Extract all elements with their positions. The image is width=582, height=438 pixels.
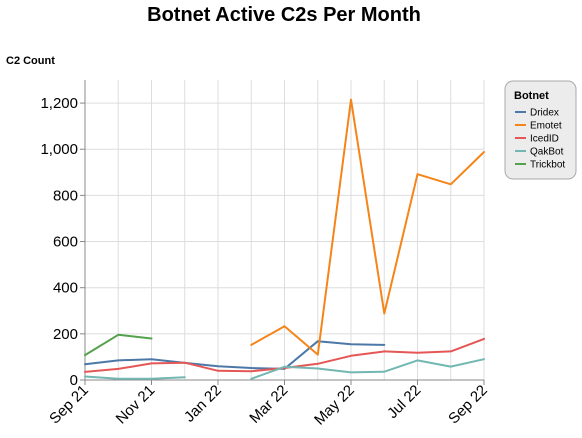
series-line-trickbot [84, 333, 153, 357]
series-lines [84, 98, 485, 380]
grid [84, 80, 485, 381]
y-tick-label: 0 [70, 372, 78, 389]
x-tick-label: May 22 [311, 382, 358, 429]
y-ticks: 0 200 400 600 800 1,000 1,200 [40, 95, 85, 389]
legend-items: Dridex Emotet IcedID QakBot Trickbot [515, 108, 565, 171]
y-tick-label: 800 [53, 187, 78, 204]
x-tick-label: Nov 21 [113, 382, 159, 428]
chart-title: Botnet Active C2s Per Month [147, 4, 421, 26]
series-line-dridex [84, 340, 386, 370]
legend-title: Botnet [514, 90, 549, 102]
y-tick-label: 600 [53, 234, 78, 251]
legend-label-icedid: IcedID [530, 134, 559, 145]
x-tick-label: Jan 22 [181, 382, 225, 426]
legend-label-qakbot: QakBot [530, 147, 564, 158]
y-tick-label: 1,200 [40, 95, 78, 112]
x-ticks: Sep 21 Nov 21 Jan 22 Mar 22 May 22 Jul 22 Sep … [46, 380, 491, 429]
y-axis-label: C2 Count [6, 55, 55, 67]
series-line-qakbot [84, 375, 186, 380]
y-tick-label: 400 [53, 280, 78, 297]
y-tick-label: 200 [53, 326, 78, 343]
x-tick-label: Sep 22 [445, 382, 491, 428]
series-line-icedid [84, 337, 485, 373]
legend-label-trickbot: Trickbot [530, 160, 565, 171]
series-line-emotet [250, 98, 485, 356]
legend-label-emotet: Emotet [530, 121, 562, 132]
legend-label-dridex: Dridex [530, 108, 559, 119]
y-tick-label: 1,000 [40, 141, 78, 158]
x-tick-label: Jul 22 [384, 382, 424, 422]
x-tick-label: Mar 22 [246, 382, 291, 427]
series-line-qakbot [250, 358, 485, 380]
legend: Botnet Dridex Emotet IcedID QakBot Trickbot [504, 80, 577, 180]
legend-box [504, 80, 577, 180]
